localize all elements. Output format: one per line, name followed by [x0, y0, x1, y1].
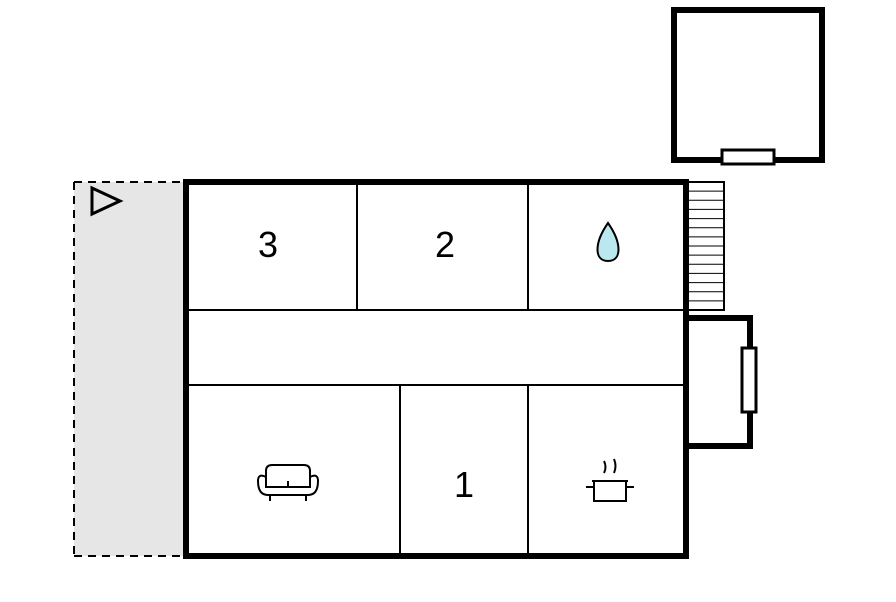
floor-plan-svg — [0, 0, 896, 597]
room-label-1: 1 — [454, 464, 474, 506]
porch-outline — [686, 318, 750, 446]
sofa-icon — [258, 465, 318, 501]
cooking-pot-icon — [586, 459, 634, 501]
porch-door — [742, 348, 756, 412]
water-drop-icon — [598, 223, 619, 261]
terrace-fill — [74, 182, 186, 556]
room-label-3: 3 — [258, 224, 278, 266]
floor-plan-canvas: 3 2 1 — [0, 0, 896, 597]
outbuilding-door — [722, 150, 774, 164]
outbuilding-outline — [674, 10, 822, 160]
room-label-2: 2 — [435, 224, 455, 266]
